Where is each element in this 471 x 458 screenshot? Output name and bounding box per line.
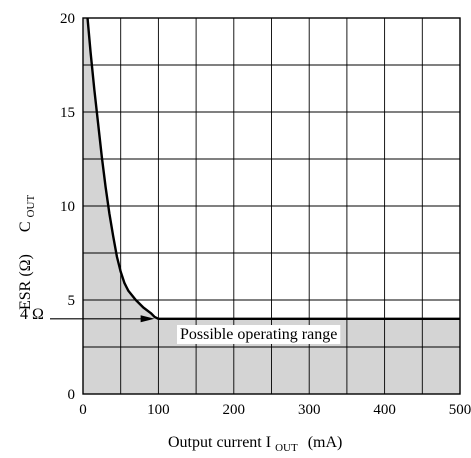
x-tick-label: 500 <box>449 402 471 418</box>
x-tick-label: 300 <box>298 402 321 418</box>
x-axis-label-prefix: Output current I <box>168 434 271 451</box>
x-axis-label-suffix: (mA) <box>308 434 343 451</box>
plot-frame <box>82 17 461 395</box>
y-axis-label-c: C <box>17 221 34 232</box>
region-label-background <box>177 325 341 344</box>
grid-lines <box>83 18 460 394</box>
y-axis-label-main: ESR (Ω) <box>17 254 34 310</box>
tick-labels: 0 100 200 300 400 500 0 5 10 15 20 <box>60 11 471 418</box>
plot-border <box>82 17 461 395</box>
y-tick-label: 20 <box>60 11 75 27</box>
esr-curve <box>86 17 460 320</box>
x-tick-label: 200 <box>223 402 246 418</box>
y-axis-label-sub: OUT <box>25 195 37 218</box>
x-tick-label: 100 <box>147 402 170 418</box>
esr-marker-label: 4 Ω <box>20 306 44 323</box>
x-tick-label: 0 <box>79 402 87 418</box>
x-axis-label-sub: OUT <box>275 442 298 454</box>
esr-marker-arrow-head <box>140 315 155 323</box>
x-axis-label: Output current I OUT (mA) <box>168 434 342 455</box>
y-tick-label: 5 <box>68 293 76 309</box>
annotations: Possible operating range 4 Ω <box>20 306 341 344</box>
y-tick-label: 0 <box>68 387 76 403</box>
region-label: Possible operating range <box>180 326 337 343</box>
x-tick-label: 400 <box>373 402 396 418</box>
y-tick-label: 15 <box>60 105 75 121</box>
y-tick-label: 10 <box>60 199 75 215</box>
y-axis-label: ESR (Ω) C OUT <box>17 195 37 310</box>
esr-curve-line <box>86 17 460 320</box>
